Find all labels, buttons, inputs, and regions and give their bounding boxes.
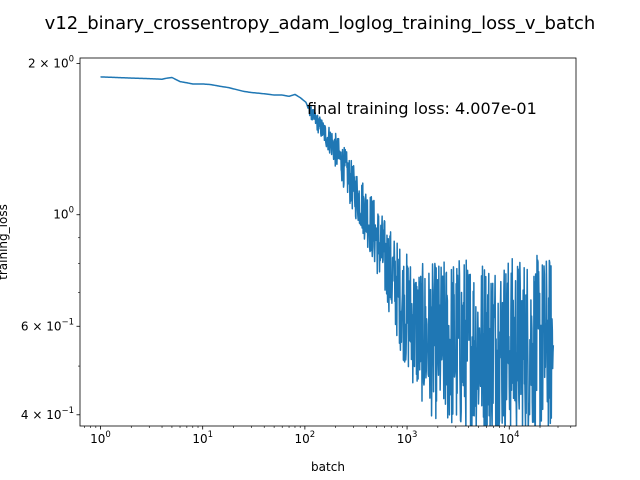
training-loss-series-line (100, 76, 555, 426)
x-tick-label: 104 (499, 430, 520, 446)
chart-title: v12_binary_crossentropy_adam_loglog_trai… (45, 13, 596, 34)
x-tick-label: 100 (90, 430, 111, 446)
x-tick-label: 101 (192, 430, 213, 446)
y-tick-label: 6 × 10−1 (21, 317, 74, 333)
y-axis: 2 × 100 100 6 × 10−1 4 × 10−1 (21, 54, 80, 422)
series-layer (100, 76, 555, 426)
x-axis: 100 101 102 103 104 (84, 426, 572, 446)
x-tick-label: 103 (397, 430, 418, 446)
y-tick-label: 2 × 100 (28, 54, 74, 70)
y-axis-label: training_loss (0, 204, 10, 280)
y-tick-label: 100 (53, 206, 74, 222)
y-tick-label: 4 × 10−1 (21, 406, 74, 422)
final-loss-annotation: final training loss: 4.007e-01 (307, 99, 537, 118)
x-axis-label: batch (311, 460, 345, 474)
plot-frame (79, 57, 577, 427)
x-tick-label: 102 (295, 430, 316, 446)
